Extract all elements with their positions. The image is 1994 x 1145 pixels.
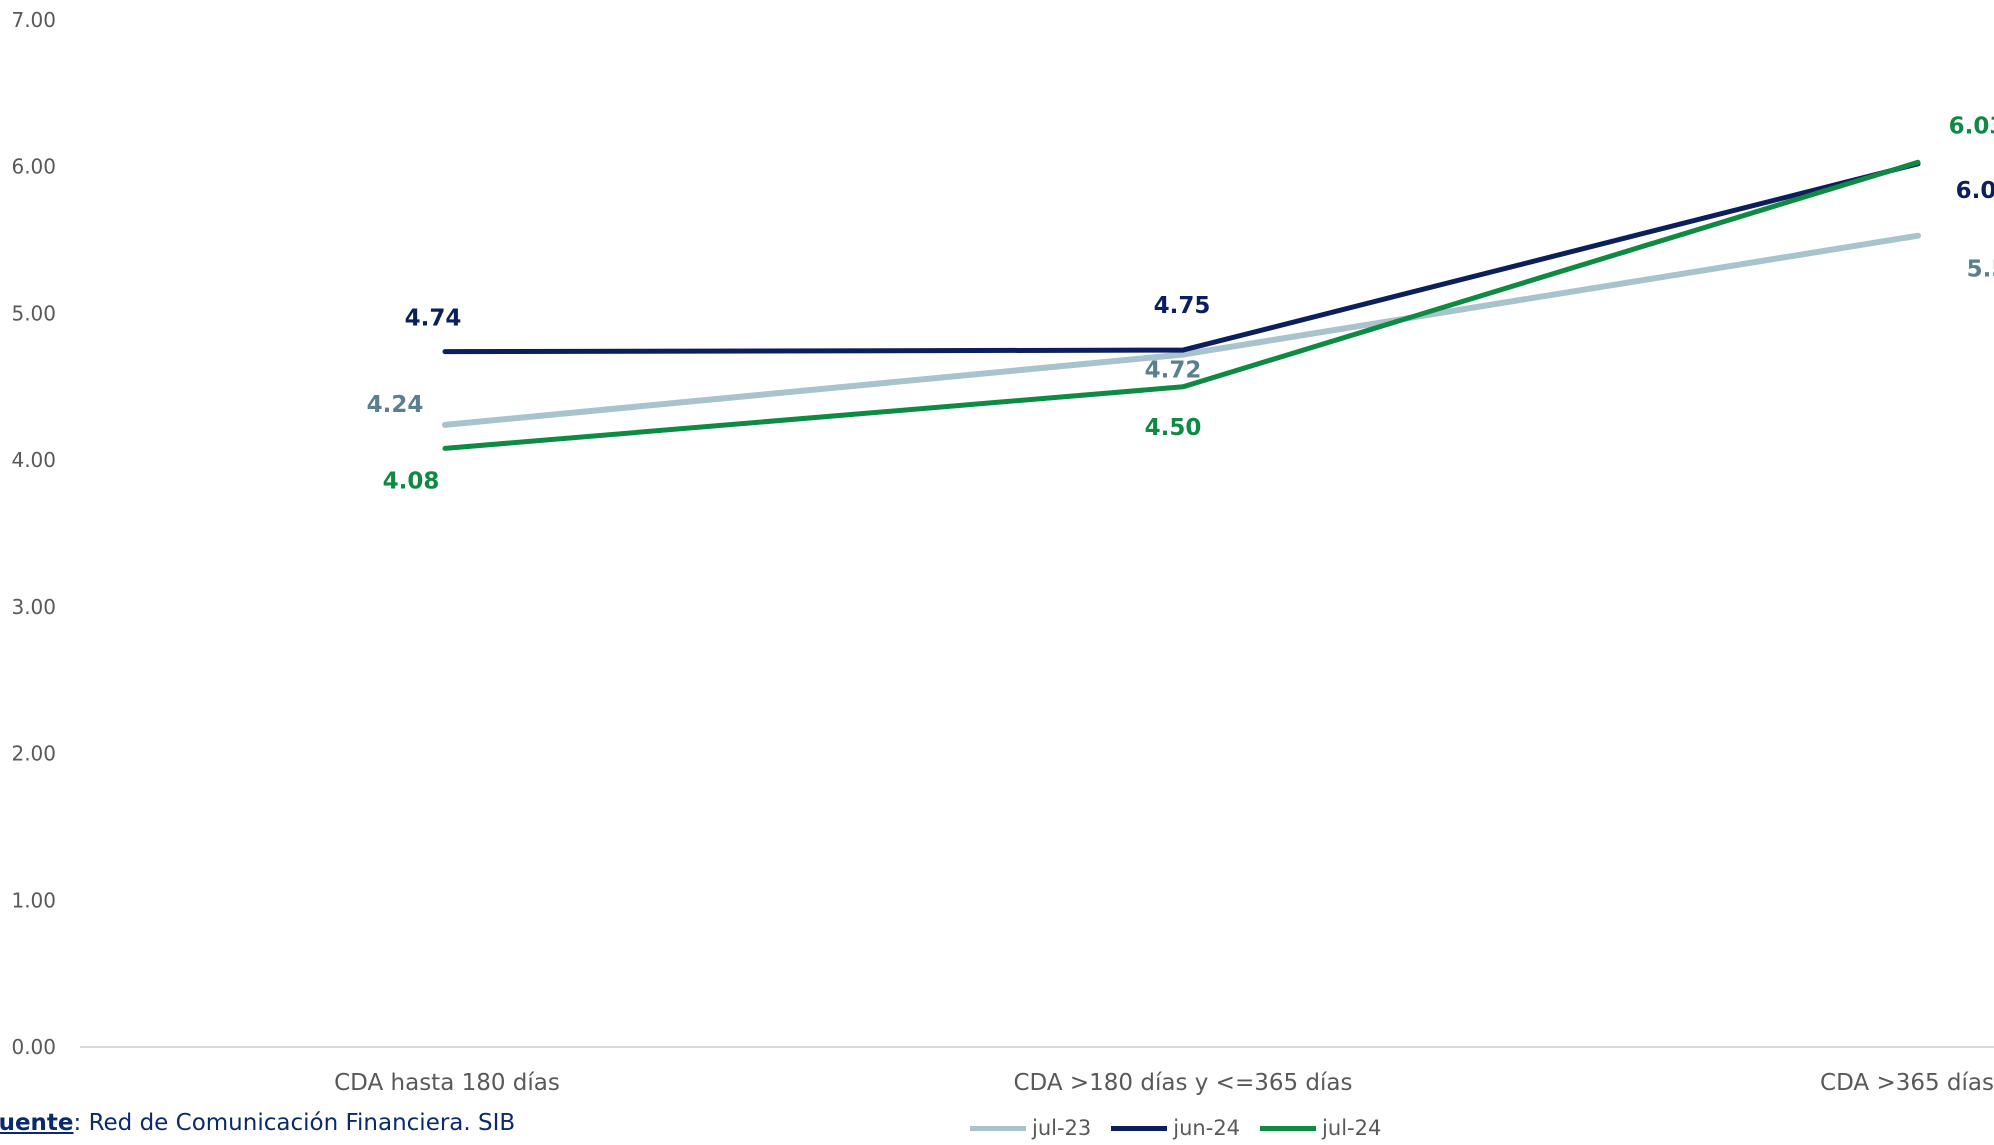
data-label-jul-23: 4.24 <box>367 392 424 418</box>
data-label-jul-23: 5.53 <box>1967 257 1994 283</box>
y-tick-label: 5.00 <box>11 301 56 325</box>
source-label: Fuente <box>0 1110 74 1136</box>
legend-label: jul-23 <box>1032 1116 1092 1140</box>
data-label-jul-24: 4.08 <box>383 468 440 494</box>
data-label-jul-23: 4.72 <box>1145 358 1202 384</box>
data-label-jul-24: 4.50 <box>1145 415 1202 441</box>
legend-label: jul-24 <box>1322 1116 1382 1140</box>
y-tick-label: 6.00 <box>11 155 56 179</box>
legend-item-jun-24: jun-24 <box>1111 1116 1240 1140</box>
legend: jul-23 jun-24 jul-24 <box>970 1116 1381 1140</box>
series-line-jul-24 <box>442 159 1921 451</box>
x-category-label: CDA >180 días y <=365 días <box>1013 1070 1352 1096</box>
legend-item-jul-24: jul-24 <box>1260 1116 1381 1140</box>
y-tick-label: 7.00 <box>11 8 56 32</box>
legend-swatch <box>1111 1125 1168 1131</box>
x-category-label: CDA >365 días <box>1820 1070 1994 1096</box>
legend-swatch <box>970 1125 1026 1131</box>
data-labels: 4.24 4.72 5.53 4.74 4.75 6.02 4.08 4.50 6.03 <box>367 113 1994 494</box>
series-line-jun-24 <box>442 161 1921 355</box>
x-axis: CDA hasta 180 días CDA >180 días y <=365 … <box>334 1070 1994 1096</box>
y-tick-label: 0.00 <box>11 1035 56 1059</box>
y-tick-label: 3.00 <box>11 595 56 619</box>
data-label-jul-24: 6.03 <box>1949 113 1994 139</box>
y-axis: 0.00 1.00 2.00 3.00 4.00 5.00 6.00 7.00 <box>11 8 56 1059</box>
data-label-jun-24: 4.75 <box>1154 293 1211 319</box>
legend-swatch <box>1260 1125 1317 1131</box>
data-label-jun-24: 6.02 <box>1956 178 1994 204</box>
legend-item-jul-23: jul-23 <box>970 1116 1091 1140</box>
legend-label: jun-24 <box>1173 1116 1241 1140</box>
series-lines <box>442 159 1921 451</box>
x-category-label: CDA hasta 180 días <box>334 1070 560 1096</box>
series-line-jul-23 <box>442 232 1921 428</box>
y-tick-label: 4.00 <box>11 448 56 472</box>
y-tick-label: 2.00 <box>11 742 56 766</box>
source-text: : Red de Comunicación Financiera. SIB <box>73 1110 516 1136</box>
y-tick-label: 1.00 <box>11 888 56 912</box>
source-note: Fuente: Red de Comunicación Financiera. … <box>0 1112 515 1135</box>
data-label-jun-24: 4.74 <box>405 306 462 332</box>
